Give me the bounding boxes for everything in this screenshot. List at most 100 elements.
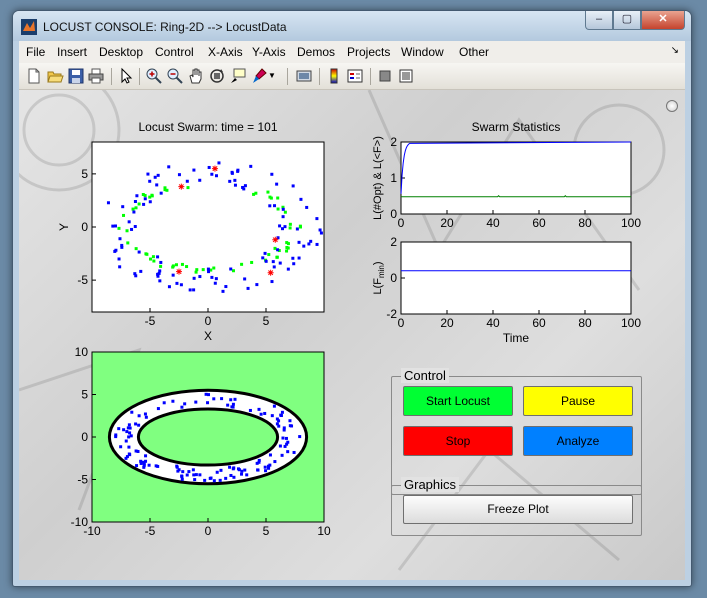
swarm-point-green xyxy=(266,190,270,194)
ring-point xyxy=(248,408,252,412)
ring-point xyxy=(177,468,181,472)
data-cursor-icon[interactable] xyxy=(229,67,247,85)
title-bar[interactable]: LOCUST CONSOLE: Ring-2D --> LocustData –… xyxy=(13,11,691,41)
swarm-point-green xyxy=(254,191,258,195)
colorbar-icon[interactable] xyxy=(325,67,343,85)
menu-desktop[interactable]: Desktop xyxy=(99,45,144,59)
x-tick-label: -10 xyxy=(83,524,101,538)
ring-point xyxy=(144,415,148,419)
swarm-point-blue xyxy=(210,275,214,279)
ring-point xyxy=(282,426,286,430)
swarm-point-green xyxy=(285,241,289,245)
open-folder-icon[interactable] xyxy=(46,67,64,85)
brush-icon[interactable] xyxy=(250,67,268,85)
swarm-point-blue xyxy=(158,269,162,273)
rotate-icon[interactable] xyxy=(208,67,226,85)
menu-control[interactable]: Control xyxy=(155,45,194,59)
menu-x-axis[interactable]: X-Axis xyxy=(208,45,243,59)
ring-point xyxy=(180,477,184,481)
pointer-icon[interactable] xyxy=(117,67,135,85)
ring-point xyxy=(141,460,145,464)
swarm-point-blue xyxy=(157,271,161,275)
x-tick-label: -5 xyxy=(145,314,156,328)
new-file-icon[interactable] xyxy=(25,67,43,85)
swarm-point-green xyxy=(141,193,145,197)
print-icon[interactable] xyxy=(87,67,105,85)
swarm-point-blue xyxy=(158,279,162,283)
freeze-plot-button[interactable]: Freeze Plot xyxy=(403,495,633,524)
zoom-in-icon[interactable] xyxy=(145,67,163,85)
brush-dropdown-icon[interactable]: ▼ xyxy=(268,71,276,80)
swarm-point-blue xyxy=(159,191,163,195)
ring-point xyxy=(280,410,284,414)
ring-point xyxy=(212,479,216,483)
swarm-point-blue xyxy=(221,289,225,293)
swarm-point-blue xyxy=(120,243,124,247)
ring-point xyxy=(273,460,277,464)
minimize-button[interactable]: – xyxy=(585,11,613,30)
ring-point xyxy=(257,407,261,411)
pause-button[interactable]: Pause xyxy=(523,386,633,416)
ring-point xyxy=(231,402,235,406)
swarm-y-label: Y xyxy=(57,223,71,231)
swarm-point-blue xyxy=(281,227,285,231)
menu-projects[interactable]: Projects xyxy=(347,45,391,59)
maximize-button[interactable]: ▢ xyxy=(613,11,641,30)
pan-hand-icon[interactable] xyxy=(187,67,205,85)
swarm-point-green xyxy=(152,259,156,263)
ring-point xyxy=(119,445,123,449)
swarm-point-green xyxy=(267,253,271,257)
swarm-point-blue xyxy=(291,256,295,260)
close-button[interactable]: ✕ xyxy=(641,11,685,30)
menu-window[interactable]: Window xyxy=(401,45,444,59)
show-tools-icon[interactable] xyxy=(397,67,415,85)
x-tick-label: 0 xyxy=(398,216,405,230)
swarm-point-green xyxy=(250,260,254,264)
ring-point xyxy=(181,470,185,474)
toolbar-separator xyxy=(111,68,112,85)
dock-arrow-icon[interactable]: ↘ xyxy=(670,45,679,56)
option-radio[interactable] xyxy=(666,100,678,112)
swarm-point-blue xyxy=(130,227,134,231)
menu-insert[interactable]: Insert xyxy=(57,45,88,59)
hide-tools-icon[interactable] xyxy=(376,67,394,85)
swarm-point-blue xyxy=(148,200,152,204)
menu-file[interactable]: File xyxy=(26,45,46,59)
ring-point xyxy=(137,423,141,427)
ring-point xyxy=(171,399,175,403)
start-locust-button[interactable]: Start Locust xyxy=(403,386,513,416)
save-icon[interactable] xyxy=(67,67,85,85)
swarm-plot[interactable]: -5 0 5 5 0 -5 Locust Swarm: time = 101 X Y xyxy=(57,120,325,343)
ring-point xyxy=(218,478,222,482)
menu-demos[interactable]: Demos xyxy=(297,45,336,59)
ring-point xyxy=(204,392,208,396)
swarm-point-blue xyxy=(318,228,322,232)
swarm-point-green xyxy=(273,246,277,250)
stop-button[interactable]: Stop xyxy=(403,426,513,456)
stats-top-plot[interactable]: 0 20 40 60 80 100 2 1 0 Swarm Statistics L(#Opt) &… xyxy=(372,120,641,230)
menu-other[interactable]: Other xyxy=(459,45,490,59)
swarm-point-blue xyxy=(291,184,295,188)
link-icon[interactable] xyxy=(295,67,313,85)
zoom-out-icon[interactable] xyxy=(166,67,184,85)
y-tick-label: 1 xyxy=(390,171,397,185)
menu-y-axis[interactable]: Y-Axis xyxy=(252,45,286,59)
swarm-point-blue xyxy=(167,165,171,169)
swarm-point-blue xyxy=(111,224,115,228)
analyze-button[interactable]: Analyze xyxy=(523,426,633,456)
ring-plot[interactable]: -10 -5 0 5 10 10 5 0 -5 -10 xyxy=(71,345,331,538)
ring-point xyxy=(282,428,286,432)
y-tick-label: 5 xyxy=(81,388,88,402)
x-tick-label: 5 xyxy=(263,524,270,538)
ring-point xyxy=(286,440,290,444)
swarm-point-blue xyxy=(175,281,179,285)
swarm-point-blue xyxy=(307,242,311,246)
swarm-point-blue xyxy=(185,179,189,183)
ring-point xyxy=(175,464,179,468)
legend-icon[interactable] xyxy=(346,67,364,85)
ring-point xyxy=(192,473,196,477)
axes-box xyxy=(400,141,632,215)
ring-point xyxy=(180,475,184,479)
ring-point xyxy=(124,456,128,460)
